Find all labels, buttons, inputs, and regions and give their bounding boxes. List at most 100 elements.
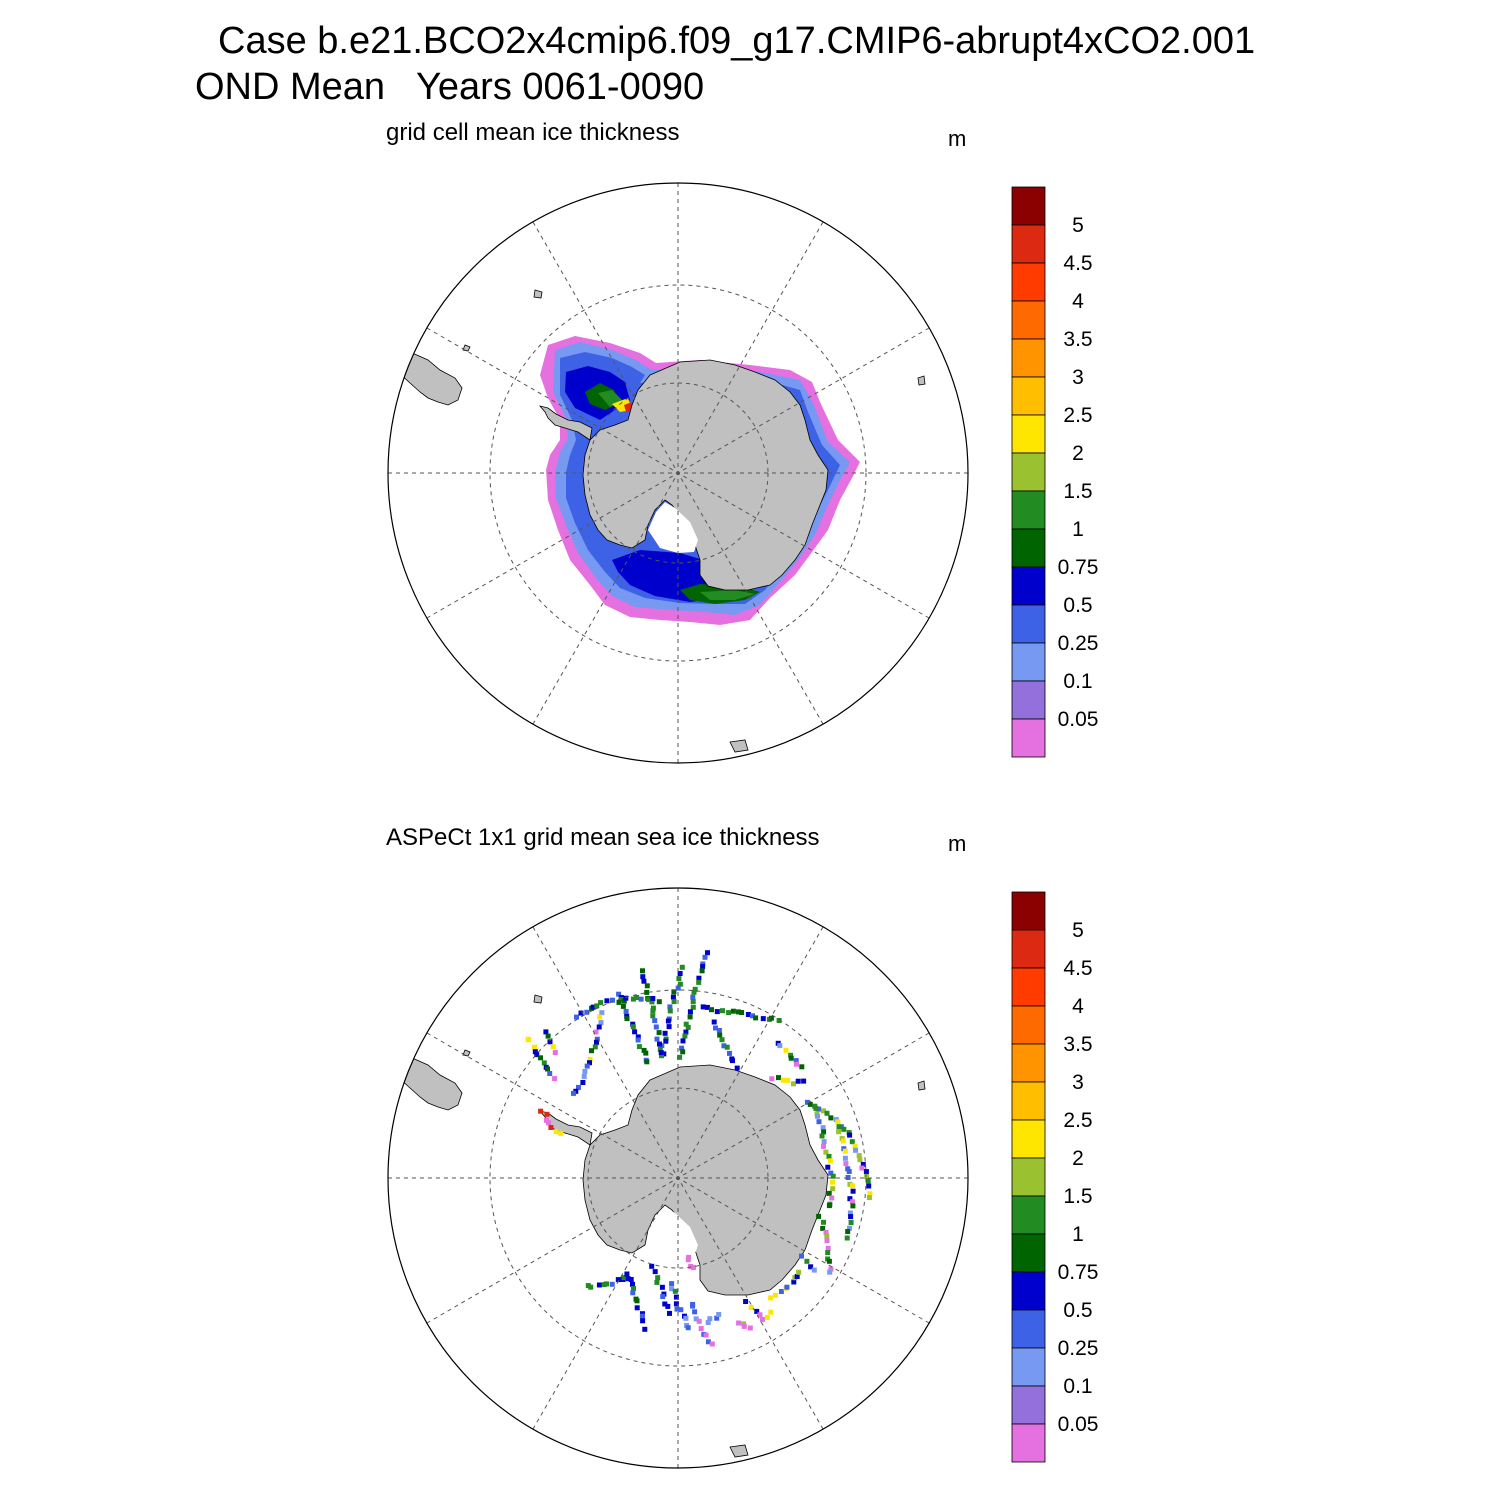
observation-cell	[672, 1288, 678, 1294]
observation-cell	[705, 950, 710, 956]
observation-cell	[690, 1303, 696, 1309]
observation-cell	[699, 968, 705, 974]
observation-cell	[594, 1003, 600, 1009]
observation-cell	[547, 1071, 553, 1076]
observation-cell	[844, 1235, 850, 1241]
observation-cell	[768, 1295, 774, 1301]
observation-cell	[830, 1186, 836, 1192]
observation-cell	[671, 999, 677, 1005]
panel2-polar-map	[387, 887, 969, 1469]
observation-cell	[700, 961, 706, 967]
observation-cell	[816, 1213, 822, 1219]
panel2-map-border	[387, 887, 969, 1469]
observation-cell	[850, 1188, 856, 1194]
observation-cell	[820, 1225, 826, 1231]
observation-cell	[853, 1147, 858, 1153]
observation-cell	[624, 1271, 630, 1277]
observation-cell	[739, 1010, 745, 1015]
panel1-small-island-3	[917, 375, 926, 386]
observation-cell	[642, 1326, 648, 1332]
observation-cell	[678, 1307, 684, 1313]
observation-cell	[650, 996, 656, 1001]
observation-cell	[791, 1279, 797, 1285]
observation-cell	[674, 1306, 680, 1312]
observation-cell	[671, 989, 677, 995]
observation-cell	[578, 1010, 584, 1016]
observation-cell	[558, 1130, 564, 1136]
observation-cell	[825, 1250, 831, 1256]
observation-cell	[656, 1030, 662, 1036]
panel1-colorbar-swatch	[1011, 680, 1046, 720]
panel1-map-border	[387, 182, 969, 764]
observation-cell	[690, 1004, 696, 1010]
observation-cell	[659, 1053, 664, 1059]
observation-cell	[848, 1220, 854, 1225]
observation-cell	[709, 1341, 715, 1347]
panel1-colorbar-swatch	[1011, 376, 1046, 416]
observation-cell	[657, 1041, 662, 1047]
observation-cell	[707, 1316, 713, 1322]
panel2-colorbar-tick-label: 0.75	[1057, 1261, 1099, 1284]
observation-cell	[675, 985, 681, 991]
panel1-colorbar-swatch	[1011, 490, 1046, 530]
observation-cell	[652, 1269, 658, 1275]
observation-cell	[743, 1299, 749, 1304]
panel2-colorbar-swatch	[1011, 1309, 1046, 1349]
observation-cell	[828, 1170, 834, 1176]
observation-cell	[588, 1284, 594, 1290]
observation-cell	[649, 1263, 655, 1269]
observation-cell	[552, 1076, 558, 1082]
observation-cell	[794, 1274, 800, 1279]
observation-cell	[659, 1284, 665, 1290]
observation-cell	[821, 1219, 826, 1225]
observation-cell	[667, 1008, 673, 1014]
observation-cell	[835, 1119, 841, 1125]
panel2-colorbar-tick-label: 0.05	[1057, 1413, 1099, 1436]
observation-cell	[842, 1155, 848, 1161]
panel1-colorbar-tick-label: 2	[1072, 442, 1084, 465]
observation-cell	[849, 1199, 855, 1205]
observation-cell	[847, 1132, 853, 1138]
observation-cell	[690, 994, 696, 1000]
observation-cell	[741, 1323, 747, 1329]
observation-cell	[653, 1024, 659, 1030]
observation-cell	[845, 1175, 851, 1180]
observation-cell	[628, 1277, 634, 1282]
observation-cell	[630, 1281, 635, 1287]
observation-cell	[815, 1113, 820, 1119]
observation-cell	[848, 1214, 854, 1220]
panel2-colorbar-tick-label: 1	[1072, 1223, 1084, 1246]
observation-cell	[711, 1019, 717, 1025]
observation-cell	[643, 1050, 649, 1056]
observation-cell	[599, 1010, 605, 1016]
observation-cell	[826, 1203, 832, 1209]
observation-cell	[808, 1264, 814, 1270]
observation-cell	[638, 996, 644, 1002]
panel2-colorbar-swatch	[1011, 891, 1046, 931]
observation-cell	[859, 1165, 865, 1171]
observation-cell	[866, 1195, 872, 1201]
panel2-colorbar-tick-label: 1.5	[1063, 1185, 1093, 1208]
observation-cell	[553, 1129, 559, 1135]
panel2-observation-tracks	[525, 950, 873, 1347]
observation-cell	[636, 1044, 642, 1050]
observation-cell	[630, 996, 636, 1002]
panel1-colorbar-swatch	[1011, 300, 1046, 340]
observation-cell	[776, 1075, 781, 1081]
observation-cell	[650, 1008, 656, 1014]
observation-cell	[840, 1138, 846, 1144]
observation-cell	[587, 1056, 593, 1062]
observation-cell	[548, 1125, 554, 1130]
observation-cell	[663, 1038, 669, 1044]
observation-cell	[685, 1257, 691, 1263]
observation-cell	[791, 1081, 796, 1087]
observation-cell	[827, 1269, 833, 1275]
panel1-colorbar-swatch	[1011, 604, 1046, 644]
panel1-colorbar-tick-label: 0.5	[1063, 594, 1093, 617]
observation-cell	[847, 1196, 853, 1202]
observation-cell	[654, 1036, 660, 1042]
panel1-small-island-1	[533, 289, 543, 299]
observation-cell	[685, 1325, 691, 1331]
observation-cell	[616, 991, 622, 997]
observation-cell	[609, 1281, 615, 1287]
